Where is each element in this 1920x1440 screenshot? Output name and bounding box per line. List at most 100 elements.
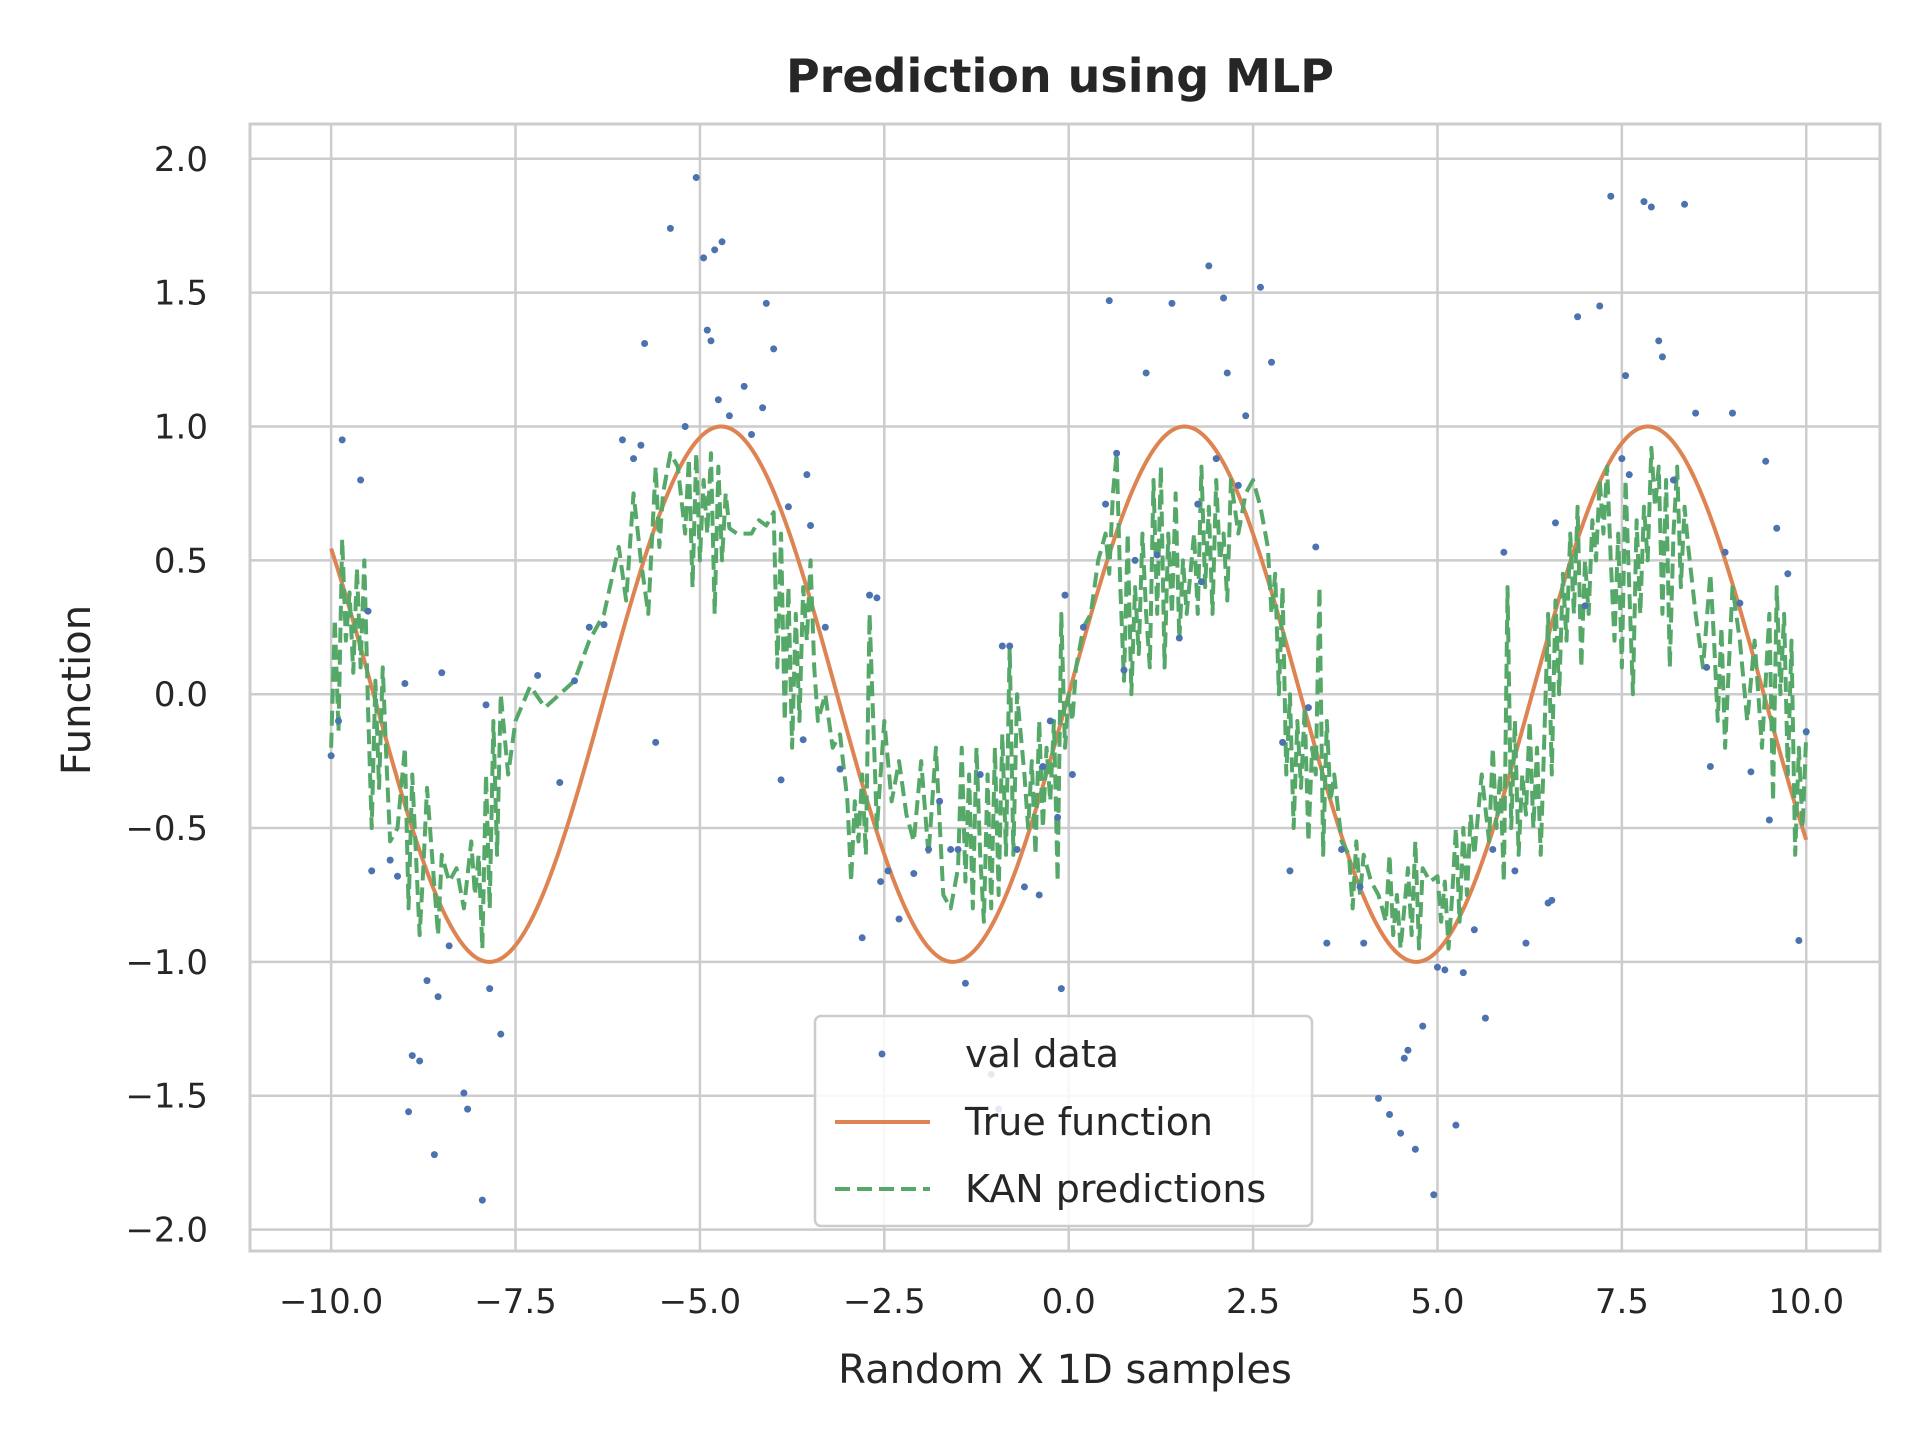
val-data-point (1551, 519, 1559, 527)
val-data-point (1386, 1110, 1394, 1118)
val-data-point (866, 591, 874, 599)
val-data-point (1511, 867, 1519, 875)
val-data-point (976, 771, 984, 778)
val-data-point (1721, 548, 1729, 556)
val-data-point (895, 915, 903, 923)
y-tick-label: −1.0 (125, 943, 208, 983)
val-data-point (1433, 963, 1441, 971)
val-data-point (1194, 500, 1202, 508)
val-data-point (1658, 353, 1666, 361)
val-data-point (464, 1105, 472, 1113)
val-data-point (1242, 412, 1250, 420)
val-data-point (836, 765, 844, 773)
val-data-point (1548, 896, 1556, 904)
val-data-point (692, 174, 700, 182)
val-data-point (1356, 883, 1364, 891)
val-data-point (784, 503, 792, 511)
val-data-point (1773, 524, 1781, 532)
val-data-point (703, 326, 711, 334)
y-tick-label: 1.5 (154, 274, 208, 314)
val-data-point (707, 337, 715, 345)
val-data-point (1795, 936, 1803, 944)
val-data-point (1489, 845, 1497, 853)
val-data-point (777, 776, 785, 784)
val-data-point (1234, 481, 1242, 489)
val-data-point (1765, 816, 1773, 824)
val-data-point (1113, 449, 1121, 457)
val-data-point (1061, 591, 1069, 599)
val-data-point (1574, 313, 1582, 321)
grid (250, 124, 1880, 1251)
val-data-point (759, 404, 767, 412)
val-data-point (1105, 297, 1113, 305)
val-data-point (1006, 642, 1014, 650)
y-tick-label: 2.0 (154, 140, 208, 180)
val-data-point (1168, 299, 1176, 307)
x-tick-label: −10.0 (279, 1282, 383, 1322)
val-data-point (327, 752, 335, 760)
val-data-point (1404, 1046, 1412, 1054)
val-data-point (884, 867, 892, 875)
val-data-point (954, 845, 962, 853)
val-data-point (873, 594, 881, 602)
val-data-point (556, 779, 564, 787)
val-data-point (1596, 302, 1604, 310)
val-data-point (1703, 663, 1711, 671)
val-data-point (1142, 369, 1150, 377)
val-data-point (936, 797, 944, 805)
val-data-point (700, 254, 708, 262)
val-data-point (1279, 738, 1287, 746)
val-data-point (405, 1108, 413, 1116)
val-data-point (652, 738, 660, 746)
val-data-point (1039, 762, 1047, 770)
val-data-point (681, 423, 689, 430)
val-data-point (725, 412, 733, 420)
val-data-point (1175, 634, 1183, 642)
y-tick-label: −0.5 (125, 809, 208, 849)
val-data-point (961, 979, 969, 987)
val-data-point (434, 993, 442, 1001)
val-data-point (1692, 409, 1700, 417)
val-data-point (1581, 602, 1589, 610)
val-data-point (1035, 891, 1043, 899)
val-data-point (438, 669, 446, 677)
val-data-point (877, 878, 885, 886)
val-data-point (1400, 1054, 1408, 1062)
val-data-point (1312, 543, 1320, 551)
val-data-point (1286, 867, 1294, 875)
legend-label-kan-predictions: KAN predictions (965, 1167, 1266, 1211)
val-data-point (666, 224, 674, 232)
val-data-point (1500, 548, 1508, 556)
legend-label-true-function: True function (964, 1100, 1213, 1144)
val-data-point (630, 455, 638, 463)
val-data-point (1054, 813, 1062, 821)
val-data-point (1268, 358, 1276, 366)
val-data-point (1706, 762, 1714, 770)
val-data-point (368, 867, 376, 875)
val-data-point (1607, 192, 1615, 200)
y-tick-label: 0.5 (154, 541, 208, 581)
val-data-point (1622, 372, 1630, 380)
val-data-point (1338, 845, 1346, 853)
val-data-point (1618, 455, 1626, 463)
x-tick-label: 2.5 (1226, 1282, 1280, 1322)
legend-marker-val-data (878, 1050, 886, 1058)
val-data-point (1020, 883, 1028, 891)
val-data-point (1212, 455, 1220, 463)
val-data-point (1762, 457, 1770, 465)
val-data-point (430, 1151, 438, 1159)
val-data-point (770, 345, 778, 353)
y-tick-label: 0.0 (154, 675, 208, 715)
val-data-point (1681, 200, 1689, 208)
val-data-point (1360, 939, 1368, 947)
y-tick-label: −2.0 (125, 1211, 208, 1251)
chart-title: Prediction using MLP (786, 49, 1334, 103)
val-data-point (571, 677, 579, 685)
plot-area (327, 174, 1810, 1204)
val-data-point (534, 671, 542, 679)
val-data-point (718, 238, 726, 246)
val-data-point (740, 382, 748, 390)
val-data-point (445, 942, 453, 950)
val-data-point (338, 436, 346, 444)
